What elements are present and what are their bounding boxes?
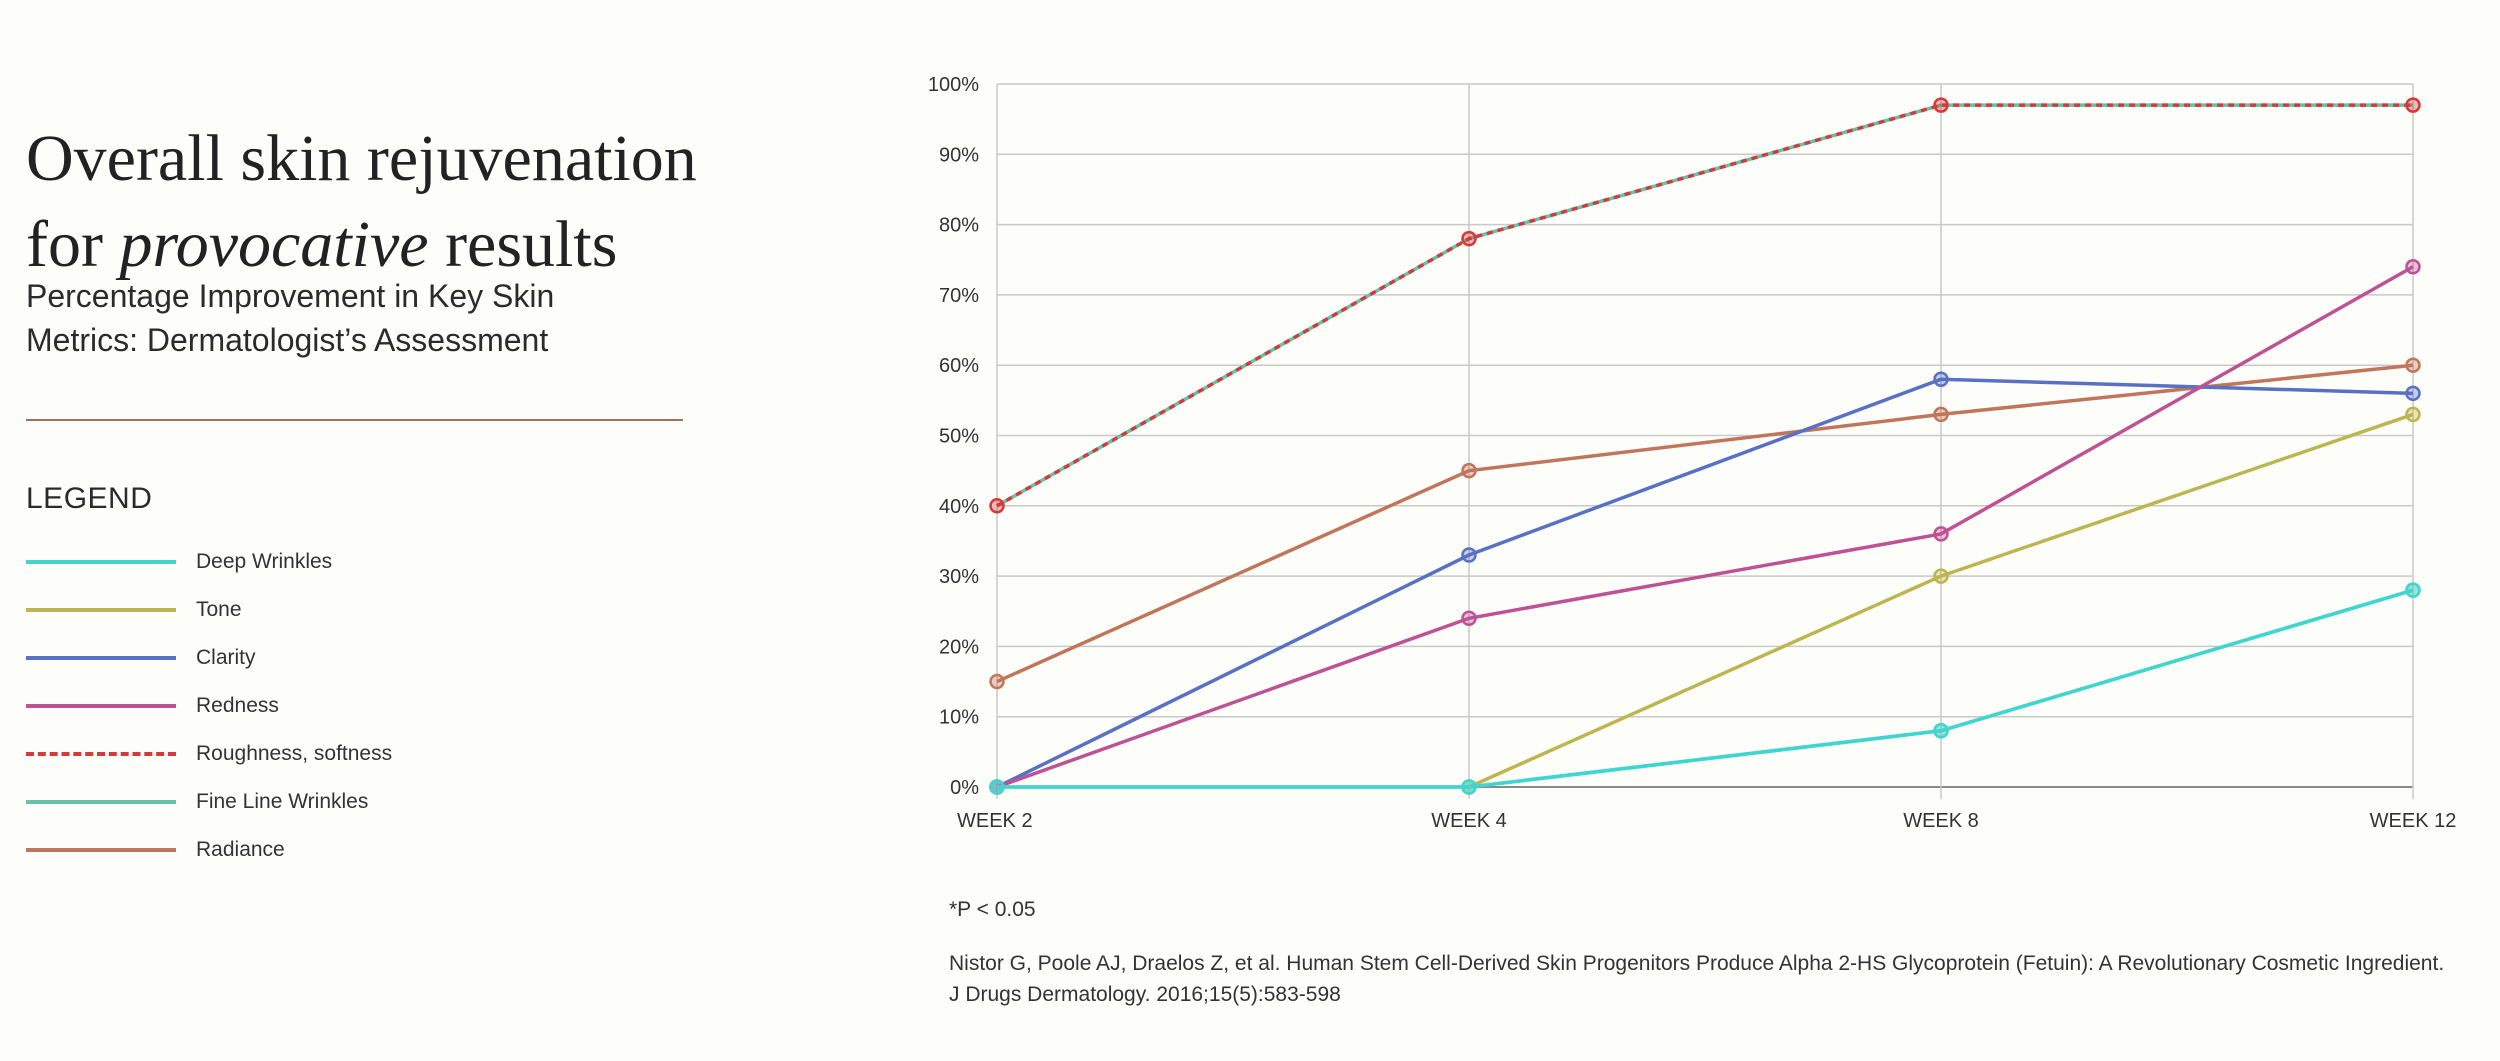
data-point — [1933, 723, 1949, 739]
series-line — [1468, 412, 2414, 789]
data-point — [2405, 582, 2421, 598]
legend-item: Clarity — [26, 634, 392, 682]
legend: Deep Wrinkles Tone Clarity Redness Rough… — [26, 538, 392, 874]
y-tick-label: 90% — [939, 144, 979, 166]
chart-subtitle: Percentage Improvement in Key Skin Metri… — [26, 278, 555, 358]
data-point — [1933, 406, 1949, 423]
legend-label: Roughness, softness — [196, 742, 393, 765]
data-point — [1461, 230, 1477, 247]
y-tick-label: 70% — [939, 285, 979, 307]
data-point — [989, 779, 1005, 795]
series-line-underlay — [996, 103, 2413, 508]
x-tick-label: WEEK 2 — [957, 810, 1033, 832]
y-tick-label: 60% — [939, 355, 979, 377]
legend-swatch — [26, 608, 176, 612]
y-tick-label: 10% — [939, 707, 979, 729]
data-point — [2405, 385, 2421, 402]
legend-item: Tone — [26, 586, 392, 634]
legend-swatch — [26, 800, 176, 804]
y-tick-label: 100% — [928, 74, 979, 96]
x-tick-label: WEEK 4 — [1431, 810, 1507, 832]
series-roughness-softness — [989, 97, 2421, 514]
series-radiance — [989, 357, 2421, 690]
data-point — [1933, 97, 1949, 113]
legend-label: Clarity — [196, 646, 256, 669]
title-line-2-prefix: for — [26, 208, 120, 282]
data-point — [1461, 610, 1477, 627]
data-point — [2405, 259, 2421, 275]
title-line-1: Overall skin rejuvenation — [26, 122, 697, 196]
legend-swatch — [26, 656, 176, 660]
legend-label: Tone — [196, 598, 242, 621]
series-fine-line-wrinkles — [989, 582, 2421, 795]
data-point — [1461, 462, 1477, 479]
series-line — [996, 103, 2413, 508]
series-line — [996, 363, 2414, 684]
series-line — [996, 377, 2414, 789]
legend-swatch — [26, 752, 176, 756]
x-tick-label: WEEK 8 — [1903, 810, 1979, 832]
y-tick-label: 30% — [939, 566, 979, 588]
data-point — [2405, 406, 2421, 423]
legend-title: LEGEND — [26, 482, 153, 515]
data-point — [1933, 568, 1949, 584]
chart-axes: 0% 10% 20% 30% 40% 50% 60% 70% 80% 90% 100% WEEK 2 W… — [928, 74, 2457, 832]
legend-item: Deep Wrinkles — [26, 538, 392, 586]
series-redness — [989, 259, 2421, 795]
data-point — [989, 673, 1005, 690]
y-tick-label: 20% — [939, 636, 979, 658]
data-point — [989, 498, 1005, 514]
data-point — [2405, 97, 2421, 113]
legend-label: Deep Wrinkles — [196, 550, 333, 573]
y-tick-label: 50% — [939, 426, 979, 448]
x-tick-label: WEEK 12 — [2370, 810, 2457, 832]
data-point — [2405, 357, 2421, 373]
title-line-2: for provocative results — [26, 202, 726, 288]
legend-swatch — [26, 560, 176, 564]
y-tick-label: 40% — [939, 496, 979, 518]
legend-item: Redness — [26, 682, 392, 730]
significance-footnote: *P < 0.05 — [949, 898, 1036, 921]
series-line — [996, 265, 2414, 789]
series-clarity — [989, 371, 2421, 795]
legend-label: Redness — [196, 694, 279, 717]
legend-item: Fine Line Wrinkles — [26, 778, 392, 826]
data-point — [1461, 779, 1477, 795]
legend-label: Radiance — [196, 838, 285, 861]
data-point — [1933, 526, 1949, 542]
legend-swatch — [26, 848, 176, 852]
chart-series — [989, 97, 2421, 795]
legend-swatch — [26, 704, 176, 708]
title-line-2-suffix: results — [428, 208, 618, 282]
data-point — [1933, 371, 1949, 388]
page-title: Overall skin rejuvenation for provocativ… — [26, 116, 726, 288]
data-point — [1461, 547, 1477, 563]
series-deep-wrinkles — [989, 582, 2421, 795]
title-emphasis: provocative — [119, 208, 429, 282]
legend-label: Fine Line Wrinkles — [196, 790, 369, 813]
y-tick-label: 80% — [939, 215, 979, 237]
divider — [26, 419, 683, 421]
series-line — [997, 588, 2414, 789]
legend-item: Radiance — [26, 826, 392, 874]
y-tick-label: 0% — [950, 777, 979, 799]
citation: Nistor G, Poole AJ, Draelos Z, et al. Hu… — [949, 952, 2445, 1006]
legend-item: Roughness, softness — [26, 730, 392, 778]
